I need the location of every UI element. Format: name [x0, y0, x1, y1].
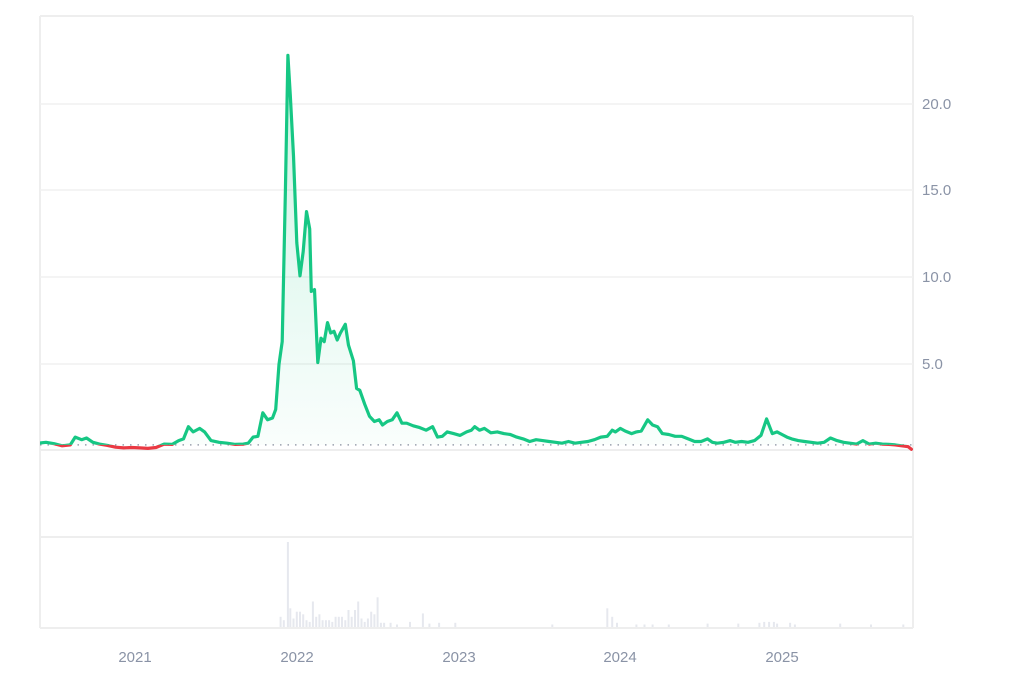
volume-bar [611, 616, 614, 627]
x-tick: 2025 [765, 649, 798, 666]
volume-bar [279, 616, 282, 627]
volume-bar [363, 621, 366, 627]
volume-bar [366, 618, 369, 627]
x-tick: 2024 [603, 649, 636, 666]
x-tick: 2023 [442, 649, 475, 666]
volume-bar [902, 624, 905, 627]
volume-bar [438, 622, 441, 628]
volume-bar [396, 624, 398, 627]
y-tick: 10.0 [922, 269, 951, 286]
y-tick: 20.0 [922, 96, 951, 113]
volume-bar [454, 622, 457, 628]
volume-bar [389, 622, 392, 628]
volume-bar [347, 610, 350, 627]
volume-bar [289, 608, 292, 627]
volume-bar [616, 622, 618, 628]
volume-bar [350, 616, 353, 627]
volume-bar [324, 620, 327, 627]
volume-bar [315, 616, 318, 627]
volume-bar [667, 624, 670, 627]
volume-bar [737, 623, 740, 627]
volume-bar [357, 601, 360, 627]
volume-bar [318, 614, 321, 628]
volume-bar [643, 624, 646, 627]
volume-bar [295, 611, 298, 627]
y-tick: 5.0 [922, 356, 943, 373]
x-tick: 2022 [280, 649, 313, 666]
volume-bar [379, 622, 382, 628]
volume-bar [428, 623, 431, 627]
volume-bar [344, 620, 347, 627]
volume-bar [651, 624, 654, 627]
x-tick: 2021 [118, 649, 151, 666]
volume-bar [328, 620, 331, 627]
volume-bar [635, 624, 638, 627]
x-axis: 2021 2022 2023 2024 2025 [118, 649, 798, 666]
price-area-fill [40, 55, 896, 445]
y-axis: 20.0 15.0 10.0 5.0 [922, 96, 951, 373]
volume-bar [758, 622, 761, 628]
volume-bar [772, 621, 775, 627]
volume-bar [706, 623, 709, 627]
volume-bar [776, 623, 779, 627]
volume-bar [286, 542, 289, 627]
volume-bar [337, 616, 340, 627]
volume-bar [341, 616, 343, 627]
grid [39, 15, 914, 629]
volume-bar [292, 618, 295, 627]
volume-bar [383, 622, 386, 628]
volume-bar [373, 614, 376, 628]
volume-bar [793, 624, 796, 627]
volume-bar [789, 622, 792, 628]
volume-bar [311, 601, 314, 627]
volume-bar [551, 624, 554, 627]
volume-bar [305, 620, 308, 627]
volume-bar [282, 620, 285, 627]
y-tick: 15.0 [922, 182, 951, 199]
volume-bar [360, 618, 363, 627]
volume-bar [299, 611, 301, 627]
price-line-below [51, 444, 913, 451]
volume-bar [870, 624, 872, 627]
price-line-above [40, 53, 907, 445]
volume-bar [308, 621, 311, 627]
volume-bar [768, 621, 771, 627]
volume-bars [279, 542, 905, 628]
volume-bar [763, 621, 766, 627]
volume-bar [331, 621, 334, 627]
volume-bar [321, 620, 324, 627]
volume-bar [376, 597, 379, 627]
volume-bar [839, 623, 842, 627]
volume-bar [370, 611, 373, 627]
volume-bar [354, 610, 356, 627]
volume-bar [421, 613, 424, 627]
volume-bar [606, 608, 609, 627]
volume-bar [409, 621, 411, 627]
volume-bar [302, 614, 305, 628]
volume-bar [334, 616, 337, 627]
